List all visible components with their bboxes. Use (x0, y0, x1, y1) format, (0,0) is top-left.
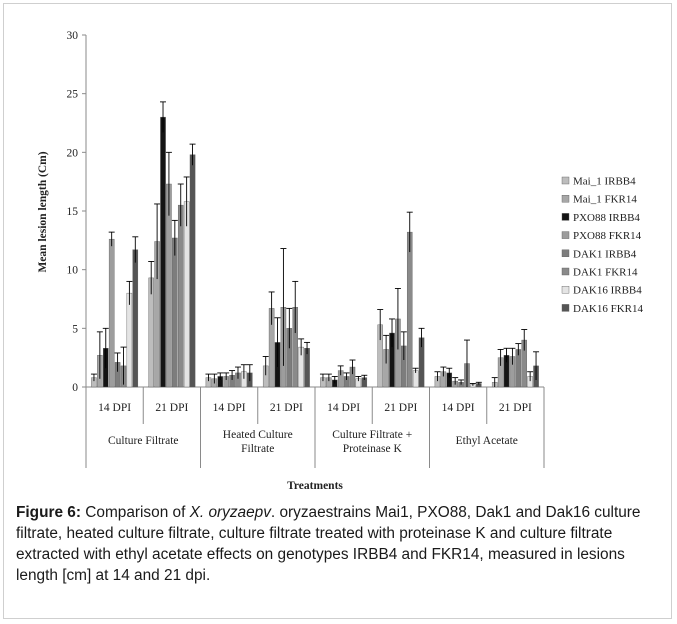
caption-species: X. oryzaepv (189, 504, 271, 521)
legend-label: DAK16 FKR14 (573, 303, 643, 315)
legend-label: DAK16 IRBB4 (573, 285, 642, 297)
x-axis-label: Treatments (287, 480, 343, 492)
group-label: Culture Filtrate (108, 435, 179, 447)
legend-swatch (561, 249, 570, 258)
group-label: Ethyl Acetate (456, 435, 518, 447)
legend-swatch (561, 176, 570, 185)
y-tick-label: 15 (67, 206, 79, 218)
legend-label: PXO88 IRBB4 (573, 212, 640, 224)
legend-label: DAK1 IRBB4 (573, 248, 637, 260)
bar (406, 231, 413, 388)
group-label: Culture Filtrate + (332, 429, 412, 441)
group-label: Filtrate (241, 443, 274, 455)
x-tick-label: 14 DPI (442, 402, 475, 414)
bar-chart: 0 5 10 15 20 25 30 14 DPI 21 DPI 14 DPI 21 DPI 14 D… (37, 30, 643, 492)
x-tick-label: 14 DPI (213, 402, 246, 414)
x-tick-label: 21 DPI (384, 402, 417, 414)
bar (160, 116, 166, 388)
figure-frame (3, 3, 672, 619)
figure-caption: Figure 6: Comparison of X. oryzaepv. ory… (16, 502, 664, 586)
x-tick-label: 21 DPI (270, 402, 303, 414)
legend-swatch (561, 194, 570, 203)
y-tick-label: 20 (67, 147, 79, 159)
bar (189, 154, 196, 388)
legend-label: PXO88 FKR14 (573, 230, 642, 242)
legend-label: Mai_1 IRBB4 (573, 176, 636, 188)
legend-swatch (561, 267, 570, 276)
bar (132, 249, 139, 388)
x-tick-label: 21 DPI (155, 402, 188, 414)
legend-swatch (561, 304, 570, 312)
bar (172, 237, 178, 388)
y-tick-label: 25 (67, 89, 79, 101)
y-axis-label: Mean lesion length (Cm) (37, 151, 49, 272)
x-tick-label: 21 DPI (499, 402, 532, 414)
bar (183, 201, 190, 388)
legend-swatch (561, 213, 570, 221)
x-tick-label: 14 DPI (327, 402, 360, 414)
group-label: Heated Culture (223, 429, 293, 441)
caption-text: . oryzaestrains Mai1, PXO88, Dak1 and Da… (16, 504, 641, 584)
bar (126, 292, 133, 388)
y-tick-label: 30 (67, 30, 79, 42)
legend-label: Mai_1 FKR14 (573, 194, 637, 206)
legend-label: DAK1 FKR14 (573, 267, 638, 279)
bar (108, 238, 115, 388)
figure-label: Figure 6: (16, 504, 81, 521)
bar (412, 370, 419, 388)
group-label: Proteinase K (343, 443, 403, 455)
legend: Mai_1 IRBB4 Mai_1 FKR14 PXO88 IRBB4 PXO88 F… (561, 176, 643, 315)
y-tick-label: 5 (72, 323, 78, 335)
y-tick-label: 10 (67, 265, 79, 277)
plot-area: 0 5 10 15 20 25 30 14 DPI 21 DPI 14 DPI 21 DPI 14 D… (67, 30, 545, 468)
y-tick-label: 0 (72, 382, 78, 394)
legend-swatch (561, 231, 570, 239)
caption-prefix: Comparison of (81, 504, 190, 521)
legend-swatch (561, 286, 570, 294)
bar (177, 204, 184, 388)
x-tick-label: 14 DPI (98, 402, 131, 414)
